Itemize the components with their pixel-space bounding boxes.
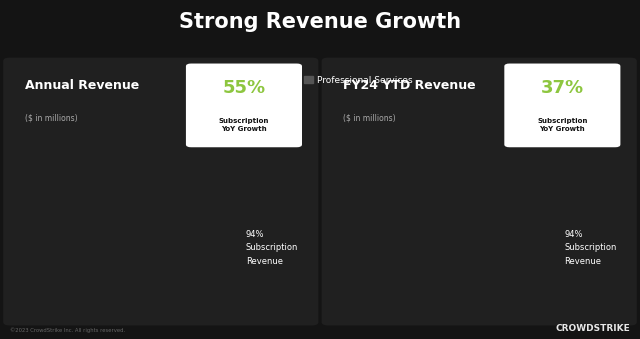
Text: ©2023 CrowdStrike Inc. All rights reserved.: ©2023 CrowdStrike Inc. All rights reserv… — [10, 327, 125, 333]
Text: $2,111.7: $2,111.7 — [184, 255, 221, 264]
Text: Annual Revenue: Annual Revenue — [25, 79, 139, 92]
Text: $874.4: $874.4 — [56, 235, 85, 244]
Text: Strong Revenue Growth: Strong Revenue Growth — [179, 12, 461, 32]
Text: $1,513.4: $1,513.4 — [387, 261, 425, 270]
Bar — [483, 191, 525, 288]
Text: $2,241.2: $2,241.2 — [184, 172, 221, 181]
Text: $1,451.6: $1,451.6 — [118, 208, 156, 218]
Text: $129.6: $129.6 — [189, 184, 216, 190]
Legend: Subscription, Professional Services: Subscription, Professional Services — [224, 72, 416, 88]
Bar — [56, 251, 84, 288]
Text: 55%: 55% — [222, 79, 266, 97]
Text: FY24 YTD Revenue: FY24 YTD Revenue — [343, 79, 476, 92]
Text: $135.6: $135.6 — [490, 184, 517, 190]
Text: $2,210.2: $2,210.2 — [485, 172, 523, 181]
Bar — [123, 221, 150, 225]
Text: $92.1: $92.1 — [125, 220, 148, 226]
Bar — [385, 213, 427, 217]
Text: $804.7: $804.7 — [56, 270, 85, 279]
Bar — [123, 225, 150, 288]
Text: $69.8: $69.8 — [60, 246, 81, 252]
Text: $90.5: $90.5 — [395, 212, 417, 218]
Text: Subscription
YoY Growth: Subscription YoY Growth — [219, 118, 269, 132]
Text: $1,359.5: $1,359.5 — [118, 263, 155, 272]
Text: ($ in millions): ($ in millions) — [343, 113, 396, 122]
Text: $1,603.9: $1,603.9 — [387, 200, 425, 210]
Text: CROWDSTRIKE: CROWDSTRIKE — [556, 324, 630, 333]
Bar — [189, 184, 217, 190]
Bar — [189, 190, 217, 288]
Text: 37%: 37% — [541, 79, 584, 97]
Bar — [385, 217, 427, 288]
Text: 94%
Subscription
Revenue: 94% Subscription Revenue — [564, 230, 616, 266]
Bar — [483, 184, 525, 191]
Text: $2,074.6: $2,074.6 — [485, 255, 523, 264]
Text: ($ in millions): ($ in millions) — [25, 113, 77, 122]
Text: Subscription
YoY Growth: Subscription YoY Growth — [537, 118, 588, 132]
Bar — [56, 247, 84, 251]
Text: 94%
Subscription
Revenue: 94% Subscription Revenue — [246, 230, 298, 266]
